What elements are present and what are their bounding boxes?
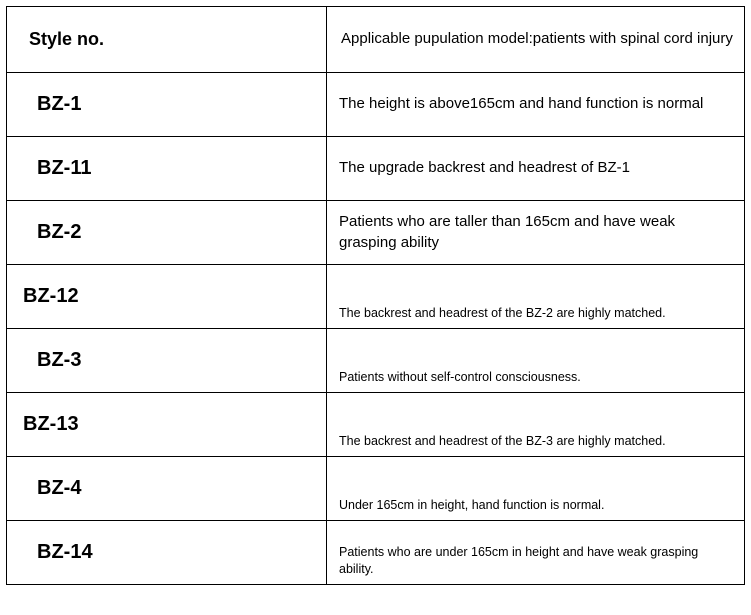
cell-style-no: BZ-2 (7, 201, 327, 265)
table-row: BZ-1The height is above165cm and hand fu… (7, 73, 745, 137)
cell-style-no: BZ-13 (7, 393, 327, 457)
table-header-row: Style no. Applicable pupulation model:pa… (7, 7, 745, 73)
table-row: BZ-4Under 165cm in height, hand function… (7, 457, 745, 521)
table-row: BZ-3Patients without self-control consci… (7, 329, 745, 393)
table-row: BZ-14Patients who are under 165cm in hei… (7, 521, 745, 585)
cell-description: Under 165cm in height, hand function is … (327, 457, 745, 521)
cell-description: Patients who are taller than 165cm and h… (327, 201, 745, 265)
table-row: BZ-2Patients who are taller than 165cm a… (7, 201, 745, 265)
table-row: BZ-12The backrest and headrest of the BZ… (7, 265, 745, 329)
header-style-no: Style no. (7, 7, 327, 73)
cell-style-no: BZ-12 (7, 265, 327, 329)
cell-description: The backrest and headrest of the BZ-3 ar… (327, 393, 745, 457)
cell-style-no: BZ-1 (7, 73, 327, 137)
table-row: BZ-11The upgrade backrest and headrest o… (7, 137, 745, 201)
cell-description: Patients who are under 165cm in height a… (327, 521, 745, 585)
cell-description: The height is above165cm and hand functi… (327, 73, 745, 137)
cell-description: The backrest and headrest of the BZ-2 ar… (327, 265, 745, 329)
cell-description: Patients without self-control consciousn… (327, 329, 745, 393)
header-description: Applicable pupulation model:patients wit… (327, 7, 745, 73)
cell-style-no: BZ-3 (7, 329, 327, 393)
cell-description: The upgrade backrest and headrest of BZ-… (327, 137, 745, 201)
cell-style-no: BZ-4 (7, 457, 327, 521)
cell-style-no: BZ-11 (7, 137, 327, 201)
table-row: BZ-13The backrest and headrest of the BZ… (7, 393, 745, 457)
cell-style-no: BZ-14 (7, 521, 327, 585)
style-spec-table: Style no. Applicable pupulation model:pa… (6, 6, 745, 585)
